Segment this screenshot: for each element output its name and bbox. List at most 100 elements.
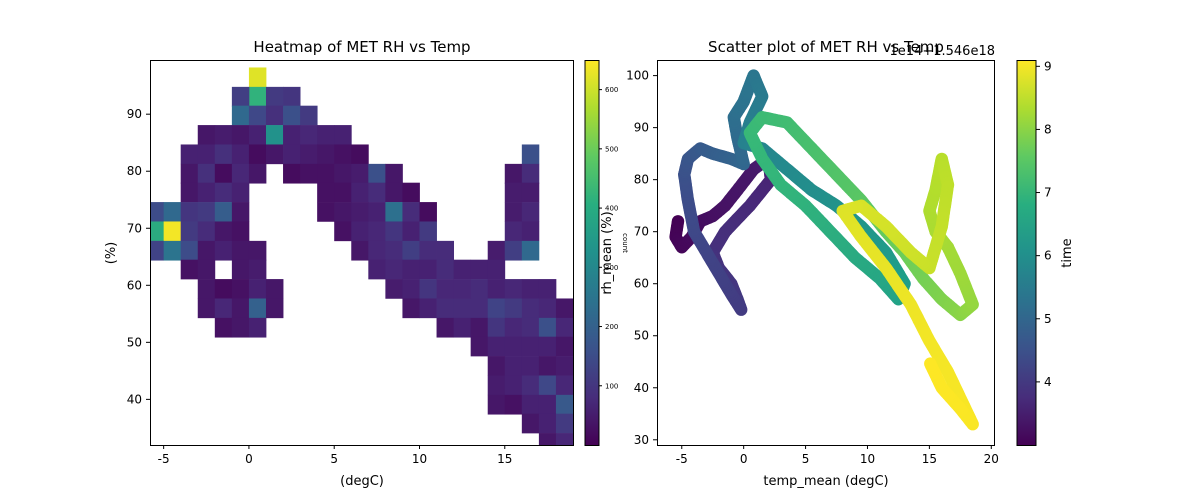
- heatmap-cell: [385, 240, 403, 261]
- heatmap-cell: [163, 221, 182, 242]
- scatter-point: [924, 357, 937, 370]
- heatmap-cell: [402, 182, 420, 203]
- heatmap-cell: [334, 202, 352, 222]
- heatmap-cell: [231, 182, 250, 203]
- scatter-y-tick-label: 40: [634, 381, 649, 395]
- heatmap-cell: [436, 279, 455, 299]
- heatmap-cell: [470, 336, 489, 357]
- heatmap-cell: [231, 317, 250, 338]
- heatmap-colorbar-ticks: 100 200 300 400 500 600: [599, 86, 618, 390]
- heatmap-cell: [214, 144, 233, 165]
- heatmap-cell: [419, 279, 437, 299]
- heatmap-cell: [402, 259, 420, 280]
- heatmap-cell: [521, 394, 540, 415]
- heatmap-cell: [504, 202, 523, 222]
- scatter-colorbar-tick-label: 6: [1044, 249, 1052, 263]
- heatmap-frame: [150, 60, 574, 446]
- heatmap-cell: [419, 202, 437, 222]
- heatmap-cell: [248, 259, 267, 280]
- heatmap-cell: [368, 163, 386, 184]
- heatmap-cell: [248, 125, 267, 145]
- heatmap-cell: [300, 144, 318, 165]
- heatmap-cell: [521, 182, 540, 203]
- scatter-colorbar-label: time: [1060, 238, 1075, 267]
- heatmap-cell: [368, 259, 386, 280]
- heatmap-cell: [317, 163, 335, 184]
- heatmap-cell: [150, 202, 165, 222]
- heatmap-cell: [487, 356, 506, 376]
- scatter-y-tick-label: 70: [634, 225, 649, 239]
- heatmap-cell: [197, 240, 216, 261]
- heatmap-cell: [487, 394, 506, 415]
- heatmap-cell: [197, 202, 216, 222]
- heatmap-cell: [521, 144, 540, 165]
- heatmap-cell: [214, 298, 233, 319]
- scatter-x-tick-label: 5: [802, 452, 810, 466]
- heatmap-cell: [419, 240, 437, 261]
- heatmap-cell: [231, 163, 250, 184]
- heatmap-colorbar-tick-label: 100: [605, 382, 618, 390]
- heatmap-cell: [150, 240, 165, 261]
- heatmap-cells: [150, 67, 574, 446]
- heatmap-cell: [334, 182, 352, 203]
- heatmap-x-tick-label: 10: [412, 452, 427, 466]
- heatmap-cell: [214, 202, 233, 222]
- heatmap-cell: [538, 375, 557, 396]
- heatmap-cell: [231, 105, 250, 126]
- heatmap-colorbar-tick-label: 200: [605, 323, 618, 331]
- heatmap-cell: [453, 317, 472, 338]
- heatmap-cell: [555, 356, 574, 376]
- heatmap-cell: [180, 240, 199, 261]
- heatmap-cell: [231, 298, 250, 319]
- scatter-colorbar-ticks: 4 5 6 7 8 9: [1036, 59, 1052, 389]
- heatmap-cell: [521, 317, 540, 338]
- scatter-title: Scatter plot of MET RH vs Temp: [708, 38, 944, 56]
- heatmap-cell: [385, 259, 403, 280]
- scatter-offset-text: 1e14+1.546e18: [890, 44, 995, 59]
- heatmap-y-tick-label: 40: [127, 392, 142, 406]
- heatmap-cell: [300, 125, 318, 145]
- heatmap-cell: [283, 105, 301, 126]
- heatmap-cell: [214, 125, 233, 145]
- heatmap-cell: [368, 221, 386, 242]
- heatmap-cell: [231, 144, 250, 165]
- heatmap-cell: [334, 163, 352, 184]
- heatmap-cell: [521, 202, 540, 222]
- scatter-colorbar-gradient: [1016, 60, 1037, 446]
- heatmap-title: Heatmap of MET RH vs Temp: [253, 38, 470, 56]
- scatter-x-tick-label: -5: [676, 452, 688, 466]
- heatmap-cell: [385, 279, 403, 299]
- heatmap-cell: [470, 259, 489, 280]
- heatmap-cell: [163, 202, 182, 222]
- heatmap-x-tick-label: -5: [158, 452, 170, 466]
- heatmap-cell: [521, 221, 540, 242]
- heatmap-y-tick-label: 90: [127, 107, 142, 121]
- heatmap-cell: [283, 163, 301, 184]
- heatmap-cell: [521, 375, 540, 396]
- heatmap-cell: [214, 279, 233, 299]
- heatmap-cell: [248, 317, 267, 338]
- heatmap-cell: [351, 202, 369, 222]
- heatmap-cell: [214, 182, 233, 203]
- heatmap-cell: [180, 259, 199, 280]
- heatmap-cell: [317, 182, 335, 203]
- heatmap-cell: [436, 259, 455, 280]
- heatmap-colorbar-tick-label: 600: [605, 86, 618, 94]
- scatter-y-tick-label: 90: [634, 121, 649, 135]
- heatmap-cell: [555, 433, 574, 446]
- heatmap-cell: [470, 298, 489, 319]
- heatmap-cell: [385, 202, 403, 222]
- heatmap-cell: [351, 182, 369, 203]
- heatmap-cell: [521, 163, 540, 184]
- heatmap-cell: [385, 163, 403, 184]
- heatmap-cell: [231, 202, 250, 222]
- heatmap-cell: [487, 279, 506, 299]
- heatmap-cell: [487, 240, 506, 261]
- heatmap-cell: [283, 125, 301, 145]
- heatmap-cell: [436, 240, 455, 261]
- scatter-x-tick-label: 10: [860, 452, 875, 466]
- heatmap-cell: [470, 317, 489, 338]
- heatmap-cell: [504, 336, 523, 357]
